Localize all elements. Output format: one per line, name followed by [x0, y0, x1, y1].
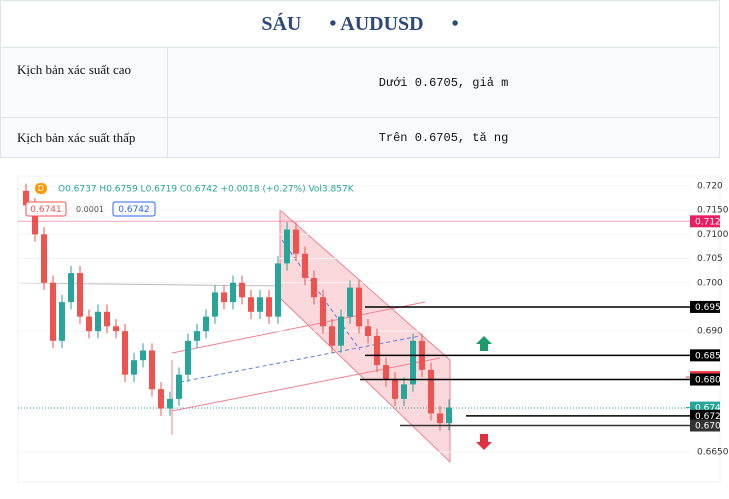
row-label: Kịch bản xác suất cao — [1, 48, 168, 117]
candle-body — [329, 326, 335, 346]
price-marker-label: 0.695 — [695, 303, 721, 313]
candle-body — [392, 379, 398, 399]
price-marker — [690, 349, 720, 362]
row-label: Kịch bản xác suất thấp — [1, 118, 168, 157]
candle-body — [230, 282, 236, 303]
candle-body — [221, 292, 227, 303]
candle-body — [239, 282, 245, 298]
down-arrow — [476, 434, 492, 450]
row-value: Trên 0.6705, tă ng — [378, 130, 509, 145]
candle-body — [437, 413, 443, 424]
trend-line — [171, 301, 426, 354]
candle-body — [122, 331, 128, 375]
candle-body — [338, 316, 344, 346]
candle-body — [383, 365, 389, 380]
candle-body — [284, 229, 290, 264]
y-tick-label: 0.6650 — [697, 448, 729, 458]
candle-body — [347, 287, 353, 317]
candle-body — [149, 350, 155, 390]
session-line — [19, 282, 283, 287]
price-box — [112, 201, 156, 217]
candle-body — [104, 311, 110, 327]
chart: D O0.6737 H0.6759 L0.6719 C0.6742 +0.001… — [17, 175, 729, 483]
badge: D — [38, 184, 44, 193]
candle-body — [257, 297, 263, 312]
price-marker-label: 0.674 — [695, 404, 721, 414]
candle-body — [140, 350, 146, 361]
price-box-text: 0.6742 — [118, 205, 150, 215]
price-marker — [690, 215, 720, 228]
candle-body — [113, 326, 119, 332]
y-tick-label: 0.7100 — [697, 230, 729, 240]
candle-body — [356, 287, 362, 327]
candle-body — [446, 407, 452, 424]
candle-body — [428, 369, 434, 414]
price-box-text: 0.6741 — [30, 205, 62, 215]
candle-body — [248, 297, 254, 312]
candle-body — [374, 335, 380, 366]
y-tick-label: 0.690 — [697, 327, 723, 337]
ohlc-legend: O0.6737 H0.6759 L0.6719 C0.6742 +0.0018 … — [58, 185, 355, 195]
candle-body — [194, 331, 200, 341]
y-tick-label: 0.720 — [697, 181, 723, 191]
trend-line — [171, 357, 441, 412]
candle-body — [176, 374, 182, 399]
candle-body — [131, 360, 137, 375]
badge-bg — [35, 183, 47, 194]
candle-body — [320, 297, 326, 327]
header-dot: • — [451, 12, 459, 35]
row-value: Dưới 0.6705, giả m — [378, 75, 509, 90]
price-marker — [690, 409, 720, 422]
candle-body — [311, 277, 317, 298]
candle-body — [158, 389, 164, 409]
candle-body — [41, 234, 47, 283]
spread-text: 0.0001 — [76, 205, 104, 214]
table-row: Kịch bản xác suất thấp Trên 0.6705, tă n… — [0, 118, 720, 158]
y-tick-label: 0.7150 — [697, 206, 729, 216]
table-row: Kịch bản xác suất cao Dưới 0.6705, giả m — [0, 48, 720, 118]
candle-body — [275, 263, 281, 317]
price-marker-label: 0.712 — [695, 217, 721, 227]
up-arrow — [476, 336, 492, 351]
candle-body — [410, 340, 416, 385]
y-tick-label: 0.705 — [697, 254, 723, 264]
header-title: SÁU — [261, 12, 302, 35]
candle-body — [59, 302, 65, 341]
price-marker-label: 0.670 — [695, 421, 721, 431]
price-box — [25, 201, 67, 217]
candle-body — [68, 273, 74, 303]
candle-body — [23, 190, 29, 206]
candle-body — [50, 282, 56, 341]
candle-body — [95, 311, 101, 332]
candle-body — [203, 316, 209, 332]
candle-body — [167, 398, 173, 409]
candle-body — [266, 297, 272, 317]
header-symbol: • AUDUSD — [329, 12, 424, 35]
candle-body — [293, 229, 299, 254]
price-marker-label: 0.680 — [695, 376, 721, 386]
candle-body — [302, 253, 308, 278]
candle-body — [77, 273, 83, 317]
price-marker-label: 0.672 — [695, 412, 721, 422]
candle-body — [401, 384, 407, 399]
candle-body — [185, 340, 191, 375]
candle-body — [212, 292, 218, 317]
price-marker-label: 0.685 — [695, 351, 721, 361]
candle-body — [365, 326, 371, 336]
y-tick-label: 0.700 — [697, 278, 723, 288]
price-marker — [690, 419, 720, 432]
price-marker — [690, 300, 720, 313]
price-marker — [690, 373, 720, 386]
candle-body — [32, 205, 38, 235]
candle-body — [86, 316, 92, 332]
header: SÁU • AUDUSD • — [0, 0, 720, 48]
